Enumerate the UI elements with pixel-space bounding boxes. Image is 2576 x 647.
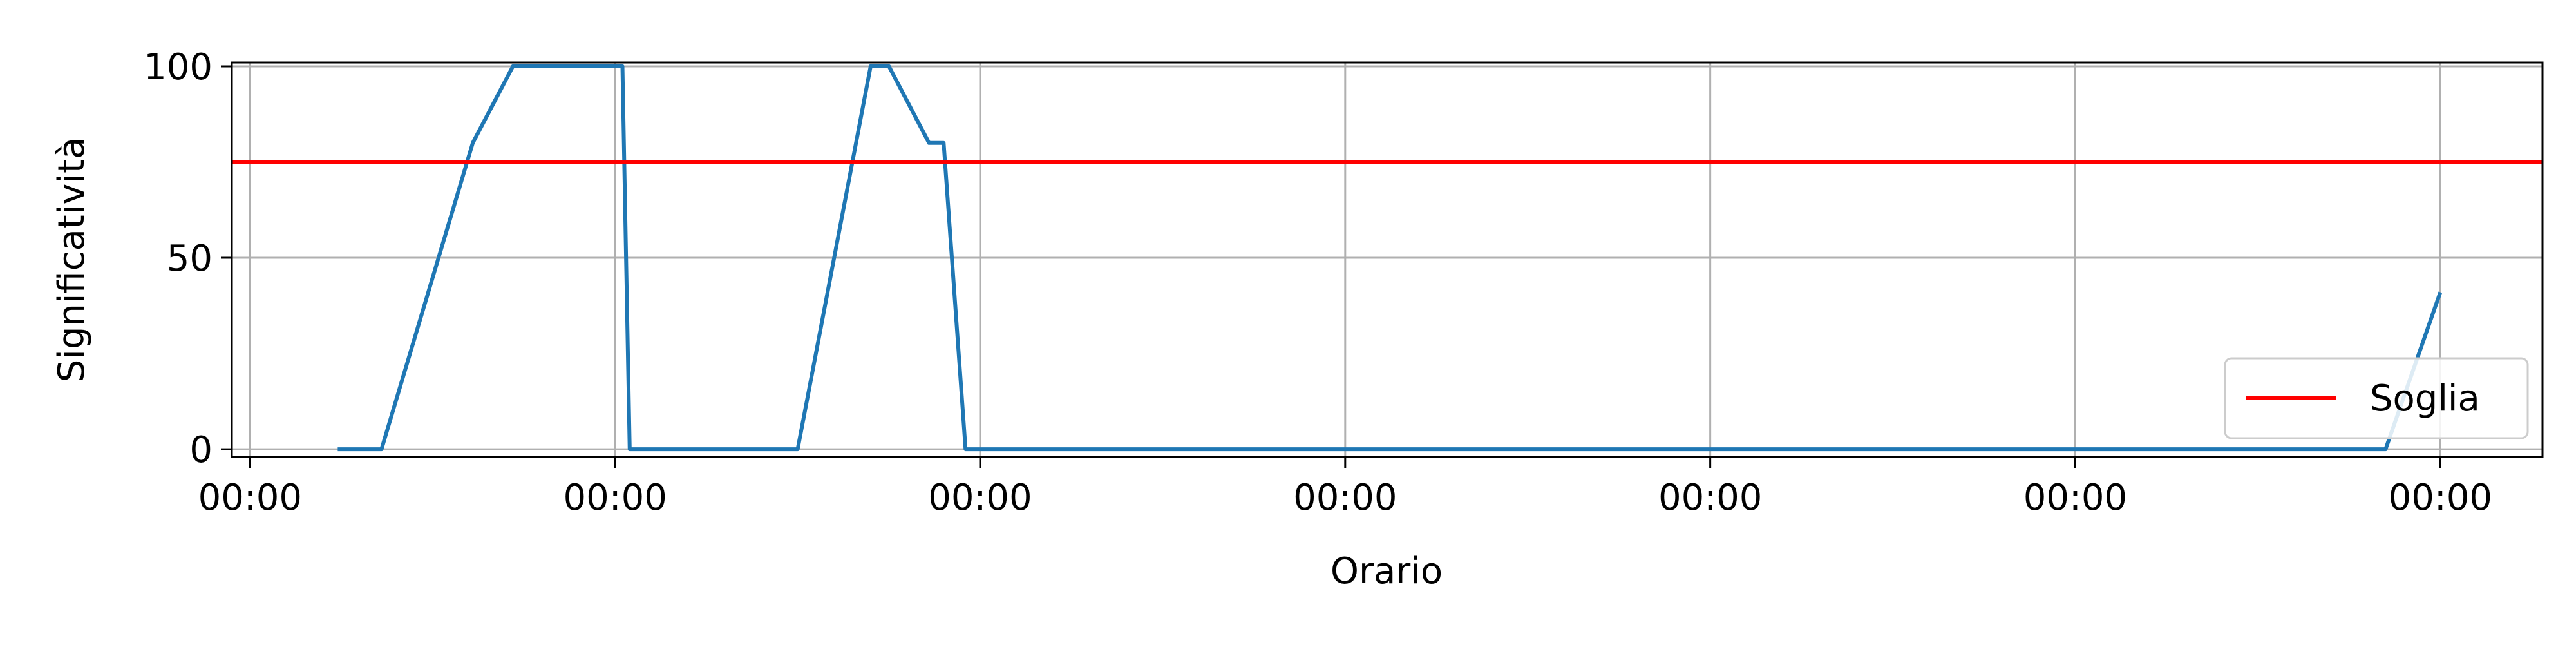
y-axis: 0 50 100 xyxy=(144,46,232,471)
x-tick-label: 00:00 xyxy=(198,477,302,519)
legend-label-threshold: Soglia xyxy=(2370,378,2480,420)
plot-frame xyxy=(231,61,2544,458)
y-tick-label: 50 xyxy=(167,238,213,280)
legend: Soglia xyxy=(2224,357,2529,439)
y-tick-label: 0 xyxy=(189,429,213,471)
x-tick-label: 00:00 xyxy=(928,477,1032,519)
legend-box xyxy=(2224,357,2529,439)
x-tick-label: 00:00 xyxy=(2389,477,2492,519)
series-line xyxy=(337,64,2443,452)
series-layer xyxy=(232,64,2543,452)
x-tick-label: 00:00 xyxy=(1658,477,1762,519)
x-axis: 00:00 00:00 00:00 00:00 00:00 00:00 00:00 xyxy=(198,457,2492,519)
x-tick-label: 00:00 xyxy=(2023,477,2127,519)
y-axis-label: Significatività xyxy=(51,137,93,383)
x-tick-label: 00:00 xyxy=(563,477,667,519)
x-axis-label: Orario xyxy=(1331,550,1443,592)
grid xyxy=(232,63,2543,457)
x-tick-label: 00:00 xyxy=(1293,477,1397,519)
y-tick-label: 100 xyxy=(144,46,213,88)
